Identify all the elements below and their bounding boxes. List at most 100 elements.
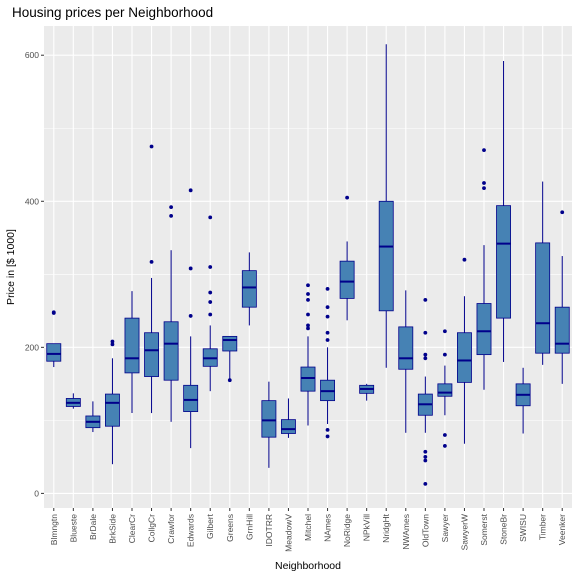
- x-tick-label: SawyerW: [459, 514, 469, 550]
- x-tick-label: NWAmes: [401, 514, 411, 550]
- outlier-point: [208, 312, 213, 317]
- x-tick-label: Blueste: [68, 514, 78, 543]
- outlier-point: [325, 287, 330, 291]
- box-npkvill: [359, 383, 375, 401]
- boxes: [46, 44, 570, 486]
- x-tick-label: Veenker: [557, 514, 567, 545]
- box-brkside: [105, 339, 120, 465]
- outlier-point: [325, 314, 330, 319]
- outlier-point: [462, 257, 467, 262]
- outlier-point: [423, 454, 428, 459]
- box-sawyer: [437, 329, 453, 448]
- x-tick-label: NPkVill: [362, 514, 372, 541]
- x-tick-label: Greens: [225, 514, 235, 542]
- box-body: [105, 393, 120, 427]
- outlier-point: [423, 449, 428, 454]
- x-tick-label: OldTown: [420, 514, 430, 547]
- outlier-point: [325, 330, 330, 335]
- box-nwames: [398, 290, 414, 433]
- box-blmngtn: [46, 310, 62, 368]
- x-tick-label: Gilbert: [205, 513, 215, 539]
- x-tick-label: NoRidge: [342, 514, 352, 547]
- x-tick-label: BrkSide: [107, 514, 117, 544]
- x-tick-label: MeadowV: [283, 514, 293, 552]
- x-tick-label: CollgCr: [147, 514, 157, 543]
- box-body: [554, 306, 570, 354]
- outlier-point: [442, 444, 447, 448]
- x-tick-label: GrnHill: [244, 514, 254, 540]
- x-tick-label: NAmes: [323, 514, 333, 542]
- outlier-point: [169, 205, 174, 210]
- box-timber: [535, 181, 551, 365]
- box-blueste: [65, 393, 81, 409]
- box-body: [144, 332, 159, 377]
- box-greens: [222, 335, 238, 383]
- box-body: [476, 303, 492, 356]
- box-mitchel: [300, 283, 316, 426]
- x-tick-label: Crawfor: [166, 514, 176, 544]
- x-tick-label: NridgHt: [381, 513, 391, 542]
- box-body: [183, 384, 199, 412]
- box-stonebr: [496, 61, 511, 362]
- outlier-point: [423, 356, 428, 361]
- outlier-point: [188, 266, 193, 271]
- box-meadowv: [281, 398, 296, 438]
- box-edwards: [183, 188, 199, 449]
- box-swisu: [515, 367, 531, 434]
- box-clearcr: [124, 291, 140, 414]
- x-tick-label: IDOTRR: [264, 514, 274, 547]
- outlier-point: [560, 210, 565, 215]
- outlier-point: [442, 329, 447, 334]
- box-nridght: [378, 44, 394, 368]
- box-veenker: [554, 210, 570, 384]
- x-tick-label: Blmngtn: [49, 514, 59, 545]
- box-body: [300, 366, 316, 392]
- box-body: [457, 332, 472, 383]
- outlier-point: [149, 259, 154, 264]
- outlier-point: [442, 352, 447, 357]
- outlier-point: [306, 297, 310, 302]
- box-gilbert: [202, 215, 218, 392]
- y-axis-label: Price in [$ 1000]: [5, 229, 17, 305]
- outlier-point: [345, 195, 350, 200]
- box-body: [46, 343, 62, 362]
- box-names: [320, 287, 335, 439]
- outlier-point: [423, 330, 428, 335]
- x-tick-label: BrDale: [88, 514, 98, 540]
- outlier-point: [169, 213, 174, 218]
- outlier-point: [423, 482, 428, 486]
- outlier-point: [325, 338, 330, 342]
- box-body: [163, 321, 179, 381]
- box-body: [261, 400, 277, 438]
- box-body: [496, 205, 511, 319]
- outlier-point: [306, 292, 310, 296]
- outlier-point: [110, 342, 115, 347]
- outlier-point: [482, 186, 486, 191]
- x-tick-label: StoneBr: [499, 514, 509, 545]
- outlier-point: [227, 378, 232, 383]
- box-body: [124, 317, 140, 374]
- outlier-point: [325, 434, 330, 439]
- y-axis: 0 200 400 600: [25, 50, 44, 498]
- outlier-point: [482, 148, 486, 153]
- y-tick-label: 600: [25, 50, 39, 60]
- x-tick-label: Edwards: [186, 514, 196, 547]
- box-oldtown: [417, 297, 433, 486]
- box-brdale: [85, 401, 101, 433]
- outlier-point: [423, 352, 428, 357]
- outlier-point: [208, 265, 213, 269]
- x-tick-label: Timber: [538, 514, 548, 540]
- outlier-point: [482, 181, 486, 185]
- box-body: [222, 335, 238, 352]
- outlier-point: [110, 339, 115, 344]
- x-tick-label: Mitchel: [303, 514, 313, 541]
- outlier-point: [208, 300, 213, 304]
- x-tick-label: Sawyer: [440, 514, 450, 543]
- box-noridge: [339, 195, 355, 321]
- x-tick-label: SWISU: [518, 514, 528, 542]
- chart-title: Housing prices per Neighborhood: [12, 5, 214, 20]
- y-tick-label: 200: [25, 342, 39, 352]
- outlier-point: [423, 297, 428, 302]
- outlier-point: [208, 215, 213, 220]
